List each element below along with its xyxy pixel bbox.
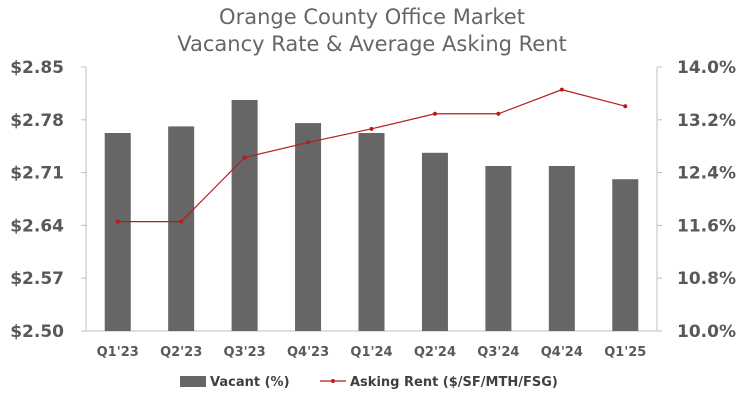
x-tick-label: Q1'24: [350, 345, 392, 360]
bar-vacant: [104, 133, 131, 331]
left-tick-label: $2.64: [10, 216, 64, 236]
legend-label-vacant: Vacant (%): [210, 375, 290, 390]
x-tick-label: Q2'23: [160, 345, 202, 360]
line-point-asking-rent: [432, 111, 437, 116]
x-tick-label: Q4'24: [541, 345, 583, 360]
chart-title-line-2: Vacancy Rate & Average Asking Rent: [177, 32, 567, 56]
bar-vacant: [548, 166, 575, 331]
x-tick-label: Q1'23: [97, 345, 139, 360]
right-tick-label: 10.0%: [677, 322, 736, 342]
chart-title-line-1: Orange County Office Market: [219, 5, 525, 29]
bar-vacant: [421, 152, 448, 331]
right-tick-label: 13.2%: [677, 111, 736, 131]
line-point-asking-rent: [242, 155, 247, 160]
bar-vacant: [485, 166, 512, 331]
line-point-asking-rent: [496, 111, 501, 116]
bar-vacant: [358, 133, 385, 331]
line-point-asking-rent: [559, 87, 564, 92]
x-tick-label: Q2'24: [414, 345, 456, 360]
right-tick-label: 14.0%: [677, 58, 736, 78]
right-tick-label: 11.6%: [677, 216, 736, 236]
x-tick-label: Q1'25: [604, 345, 646, 360]
left-tick-label: $2.78: [10, 111, 64, 131]
left-tick-label: $2.57: [10, 269, 64, 289]
line-point-asking-rent: [306, 140, 311, 145]
right-tick-label: 10.8%: [677, 269, 736, 289]
legend-marker-asking-rent: [331, 379, 335, 383]
right-tick-label: 12.4%: [677, 164, 736, 184]
bar-vacant: [231, 100, 258, 331]
line-point-asking-rent: [115, 219, 120, 224]
legend-swatch-vacant: [180, 376, 206, 387]
line-point-asking-rent: [179, 219, 184, 224]
left-tick-label: $2.71: [10, 164, 64, 184]
x-tick-label: Q3'24: [477, 345, 519, 360]
left-tick-label: $2.50: [10, 322, 64, 342]
x-tick-label: Q4'23: [287, 345, 329, 360]
bar-vacant: [612, 179, 639, 331]
bar-vacant: [168, 126, 195, 332]
legend-label-asking-rent: Asking Rent ($/SF/MTH/FSG): [350, 375, 558, 390]
x-tick-label: Q3'23: [224, 345, 266, 360]
line-point-asking-rent: [369, 126, 374, 131]
line-point-asking-rent: [623, 104, 628, 109]
left-tick-label: $2.85: [10, 58, 64, 78]
bar-vacant: [295, 123, 322, 331]
